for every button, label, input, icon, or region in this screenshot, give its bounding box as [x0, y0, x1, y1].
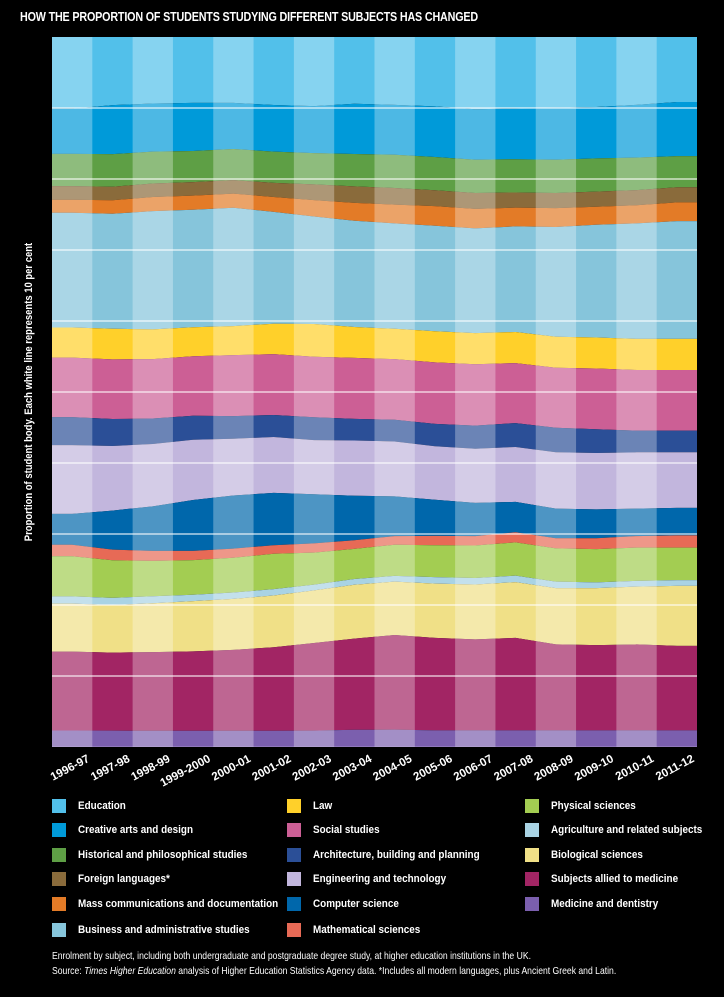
legend-swatch	[525, 872, 539, 887]
legend-label: Subjects allied to medicine	[551, 873, 679, 886]
legend-label: Historical and philosophical studies	[78, 848, 248, 861]
notes-line-1: Enrolment by subject, including both und…	[52, 950, 531, 962]
legend-item: Education	[52, 798, 131, 814]
x-tick-label: 1997-98	[89, 753, 132, 784]
legend-swatch	[525, 823, 539, 838]
notes-source-prefix: Source:	[52, 965, 85, 977]
x-tick-label: 2011-12	[654, 753, 696, 783]
legend-label: Creative arts and design	[78, 824, 194, 837]
notes-source-publication: Times Higher Education	[84, 965, 176, 977]
area-agriculture-and-related-subjects	[52, 575, 697, 605]
area-architecture-building-and-planning	[52, 415, 697, 454]
legend-label: Mathematical sciences	[313, 923, 421, 936]
legend-item: Subjects allied to medicine	[525, 871, 692, 887]
legend-swatch	[52, 922, 66, 937]
area-physical-sciences	[52, 542, 697, 598]
stacked-area-chart: 1996-971997-981998-991999-20002000-01200…	[49, 37, 697, 789]
area-computer-science	[52, 492, 697, 551]
legend-swatch	[52, 799, 66, 813]
x-tick-label: 2001-02	[250, 753, 293, 783]
legend-label: Social studies	[313, 824, 380, 837]
notes-source-suffix: analysis of Higher Education Statistics …	[175, 965, 617, 977]
legend-label: Mass communications and documentation	[78, 897, 279, 910]
x-tick-label: 2009-10	[573, 753, 616, 783]
chart-title: HOW THE PROPORTION OF STUDENTS STUDYING …	[20, 10, 479, 24]
legend-item: Computer science	[287, 896, 408, 912]
area-education	[52, 37, 697, 110]
legend-swatch	[52, 872, 66, 887]
legend-item: Law	[287, 798, 334, 814]
legend-label: Architecture, building and planning	[313, 848, 480, 861]
x-tick-label: 2000-01	[210, 753, 253, 784]
area-biological-sciences	[52, 581, 697, 653]
legend-item: Business and administrative studies	[52, 922, 269, 938]
legend-label: Agriculture and related subjects	[551, 824, 703, 837]
legend-item: Medicine and dentistry	[525, 896, 670, 912]
legend-swatch	[52, 823, 66, 838]
area-creative-arts-and-design	[52, 102, 697, 160]
legend-swatch	[287, 872, 301, 887]
legend-swatch	[525, 847, 539, 862]
x-tick-label: 2003-04	[331, 753, 374, 784]
legend-label: Biological sciences	[551, 848, 643, 861]
legend-item: Agriculture and related subjects	[525, 822, 719, 838]
area-historical-and-philosophical-studies	[52, 148, 697, 194]
legend-swatch	[287, 896, 301, 911]
legend-label: Engineering and technology	[313, 873, 447, 886]
legend-swatch	[525, 896, 539, 911]
legend-swatch	[52, 896, 66, 911]
chart-notes: Enrolment by subject, including both und…	[52, 949, 616, 979]
legend-label: Medicine and dentistry	[551, 897, 659, 910]
legend-label: Physical sciences	[551, 800, 636, 812]
legend-item: Engineering and technology	[287, 871, 461, 887]
area-foreign-languages	[52, 180, 697, 209]
legend-item: Creative arts and design	[52, 822, 206, 838]
legend-swatch	[287, 799, 301, 813]
x-tick-label: 2006-07	[452, 753, 495, 783]
legend-item: Historical and philosophical studies	[52, 847, 266, 863]
area-engineering-and-technology	[52, 436, 697, 514]
legend-swatch	[287, 847, 301, 862]
area-law	[52, 323, 697, 370]
legend-label: Law	[313, 800, 333, 812]
area-business-and-administrative-studies	[52, 207, 697, 339]
legend-swatch	[525, 799, 539, 813]
legend-item: Foreign languages*	[52, 871, 180, 887]
legend-swatch	[52, 847, 66, 862]
notes-line-2: Source: Times Higher Education analysis …	[52, 964, 616, 979]
area-mass-communications-and-documentation	[52, 193, 697, 229]
legend-label: Business and administrative studies	[78, 923, 250, 936]
legend-item: Physical sciences	[525, 798, 645, 814]
legend-item: Mathematical sciences	[287, 922, 432, 938]
legend-swatch	[287, 922, 301, 937]
legend-item: Biological sciences	[525, 847, 653, 863]
x-tick-label: 2004-05	[371, 753, 414, 784]
x-tick-label: 2010-11	[614, 753, 657, 783]
x-tick-label: 1996-97	[49, 753, 92, 783]
legend-item: Mass communications and documentation	[52, 896, 300, 912]
x-tick-label: 2002-03	[291, 753, 334, 783]
legend-item: Social studies	[287, 822, 387, 838]
legend-item: Architecture, building and planning	[287, 847, 498, 863]
legend-label: Computer science	[313, 897, 399, 910]
legend-swatch	[287, 823, 301, 838]
x-tick-label: 2005-06	[412, 753, 455, 783]
legend-label: Education	[78, 800, 126, 812]
x-tick-label: 2008-09	[533, 753, 576, 783]
x-tick-label: 2007-08	[492, 753, 535, 784]
legend-label: Foreign languages*	[78, 873, 170, 886]
area-medicine-and-dentistry	[52, 729, 697, 747]
area-mathematical-sciences	[52, 532, 697, 561]
area-subjects-allied-to-medicine	[52, 635, 697, 731]
